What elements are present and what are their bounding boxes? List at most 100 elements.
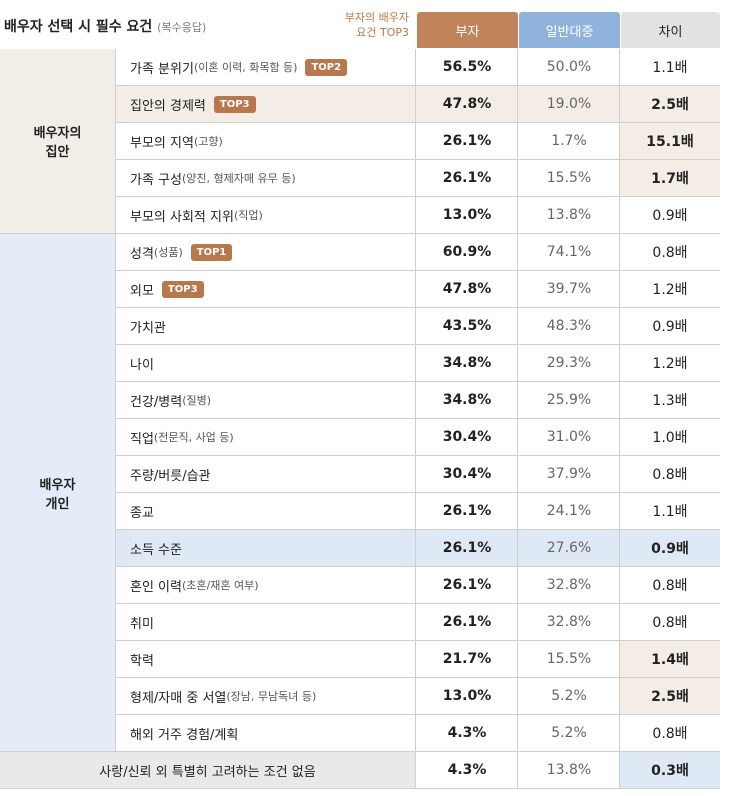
row-label: 외모 TOP3 <box>115 271 415 308</box>
label-text: 부모의 사회적 지위 <box>130 209 234 225</box>
value-cell: 13.0% <box>415 197 518 234</box>
label-text: 해외 거주 경험/계획 <box>130 727 239 743</box>
value-cell: 0.8배 <box>619 567 720 604</box>
label-text: 학력 <box>130 653 154 669</box>
column-header: 일반대중 <box>519 12 620 48</box>
value-cell: 15.5% <box>517 641 620 678</box>
label-text: 집안의 경제력 <box>130 98 206 114</box>
title: 배우자 선택 시 필수 요건 <box>4 19 153 35</box>
value-cell: 26.1% <box>415 604 518 641</box>
row-label: 직업 (전문직, 사업 등) <box>115 419 415 456</box>
row-label: 학력 <box>115 641 415 678</box>
subtitle: (복수응답) <box>157 21 207 34</box>
value-cell: 0.8배 <box>619 604 720 641</box>
value-cell: 5.2% <box>517 678 620 715</box>
note: 부자의 배우자 요건 TOP3 <box>344 11 409 39</box>
row-label: 종교 <box>115 493 415 530</box>
badge: TOP3 <box>213 95 256 113</box>
row-label: 건강/병력 (질병) <box>115 382 415 419</box>
label-detail: (전문직, 사업 등) <box>153 431 234 444</box>
value-cell: 0.9배 <box>619 308 720 345</box>
label-detail: (질병) <box>182 394 212 407</box>
row-label: 가치관 <box>115 308 415 345</box>
value-cell: 48.3% <box>517 308 620 345</box>
label-text: 외모 <box>130 283 154 299</box>
value-cell: 1.1배 <box>619 49 720 86</box>
value-cell: 21.7% <box>415 641 518 678</box>
label-detail: (성품) <box>153 246 183 259</box>
value-cell: 15.5% <box>517 160 620 197</box>
value-cell: 5.2% <box>517 715 620 752</box>
value-cell: 0.8배 <box>619 456 720 493</box>
value-cell: 25.9% <box>517 382 620 419</box>
row-label: 가족 분위기 (이혼 이력, 화목함 등) TOP2 <box>115 49 415 86</box>
label-text: 주량/버릇/습관 <box>130 468 211 484</box>
row-label: 부모의 사회적 지위 (직업) <box>115 197 415 234</box>
row-label: 주량/버릇/습관 <box>115 456 415 493</box>
label-text: 부모의 지역 <box>130 135 194 151</box>
label-text: 나이 <box>130 357 154 373</box>
row-label: 성격 (성품) TOP1 <box>115 234 415 271</box>
row-label: 해외 거주 경험/계획 <box>115 715 415 752</box>
value-cell: 26.1% <box>415 123 518 160</box>
row-label: 집안의 경제력 TOP3 <box>115 86 415 123</box>
value-cell: 1.2배 <box>619 271 720 308</box>
column-header: 차이 <box>621 12 720 48</box>
value-cell: 4.3% <box>415 715 518 752</box>
row-label: 형제/자매 중 서열 (장남, 무남독녀 등) <box>115 678 415 715</box>
value-cell: 19.0% <box>517 86 620 123</box>
value-cell: 13.8% <box>517 197 620 234</box>
value-cell: 26.1% <box>415 160 518 197</box>
value-cell: 0.3배 <box>619 752 720 789</box>
value-cell: 1.3배 <box>619 382 720 419</box>
badge: TOP1 <box>190 243 233 261</box>
value-cell: 27.6% <box>517 530 620 567</box>
label-text: 혼인 이력 <box>130 579 182 595</box>
label-detail: (고향) <box>193 135 223 148</box>
group-label: 배우자의 집안 <box>0 49 115 234</box>
value-cell: 32.8% <box>517 567 620 604</box>
value-cell: 37.9% <box>517 456 620 493</box>
row-label: 가족 구성 (양친, 형제자매 유무 등) <box>115 160 415 197</box>
row-label: 부모의 지역 (고향) <box>115 123 415 160</box>
label-text: 취미 <box>130 616 154 632</box>
value-cell: 1.0배 <box>619 419 720 456</box>
value-cell: 30.4% <box>415 419 518 456</box>
value-cell: 4.3% <box>415 752 518 789</box>
value-cell: 1.2배 <box>619 345 720 382</box>
value-cell: 24.1% <box>517 493 620 530</box>
value-cell: 60.9% <box>415 234 518 271</box>
value-cell: 1.7배 <box>619 160 720 197</box>
value-cell: 15.1배 <box>619 123 720 160</box>
label-text: 소득 수준 <box>130 542 182 558</box>
label-detail: (이혼 이력, 화목함 등) <box>193 61 298 74</box>
column-header: 부자 <box>417 12 518 48</box>
group-label: 배우자 개인 <box>0 234 115 752</box>
row-label: 나이 <box>115 345 415 382</box>
value-cell: 47.8% <box>415 271 518 308</box>
value-cell: 2.5배 <box>619 678 720 715</box>
value-cell: 2.5배 <box>619 86 720 123</box>
value-cell: 47.8% <box>415 86 518 123</box>
label-detail: (장남, 무남독녀 등) <box>226 690 317 703</box>
value-cell: 34.8% <box>415 382 518 419</box>
row-label: 취미 <box>115 604 415 641</box>
value-cell: 30.4% <box>415 456 518 493</box>
value-cell: 74.1% <box>517 234 620 271</box>
label-text: 가치관 <box>130 320 166 336</box>
value-cell: 0.8배 <box>619 234 720 271</box>
row-label: 혼인 이력 (초혼/재혼 여부) <box>115 567 415 604</box>
badge: TOP3 <box>161 280 204 298</box>
label-detail: (초혼/재혼 여부) <box>181 579 259 592</box>
value-cell: 13.8% <box>517 752 620 789</box>
value-cell: 1.4배 <box>619 641 720 678</box>
value-cell: 26.1% <box>415 530 518 567</box>
value-cell: 32.8% <box>517 604 620 641</box>
value-cell: 29.3% <box>517 345 620 382</box>
footer-label: 사랑/신뢰 외 특별히 고려하는 조건 없음 <box>0 752 415 789</box>
value-cell: 50.0% <box>517 49 620 86</box>
label-text: 성격 <box>130 246 154 262</box>
title-box: 배우자 선택 시 필수 요건 (복수응답) <box>4 16 206 36</box>
label-text: 형제/자매 중 서열 <box>130 690 227 706</box>
